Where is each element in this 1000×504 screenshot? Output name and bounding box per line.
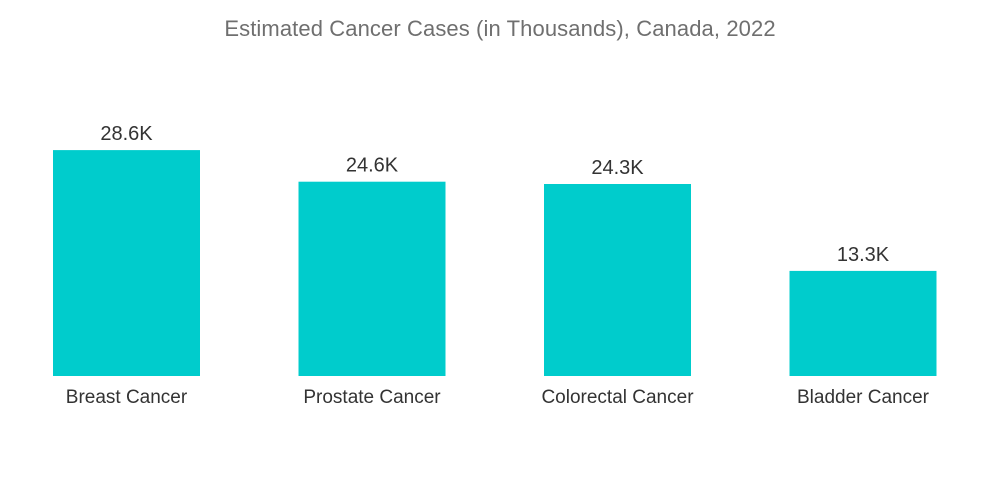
category-label: Bladder Cancer: [797, 387, 930, 408]
bars-group: [53, 150, 937, 376]
bar-prostate-cancer: [298, 181, 446, 376]
value-label: 24.6K: [346, 155, 399, 177]
bar-breast-cancer: [53, 150, 200, 376]
value-labels-group: 28.6K 24.6K 24.3K 13.3K: [100, 123, 889, 266]
bar-bladder-cancer: [789, 270, 937, 376]
bar-colorectal-cancer: [544, 184, 691, 376]
category-label: Colorectal Cancer: [541, 387, 694, 408]
value-label: 13.3K: [837, 244, 890, 266]
value-label: 28.6K: [100, 123, 153, 145]
category-label: Breast Cancer: [66, 387, 188, 408]
category-labels-group: Breast Cancer Prostate Cancer Colorectal C…: [66, 387, 930, 408]
category-label: Prostate Cancer: [303, 387, 441, 408]
chart-title: Estimated Cancer Cases (in Thousands), C…: [224, 16, 776, 41]
value-label: 24.3K: [591, 157, 644, 179]
